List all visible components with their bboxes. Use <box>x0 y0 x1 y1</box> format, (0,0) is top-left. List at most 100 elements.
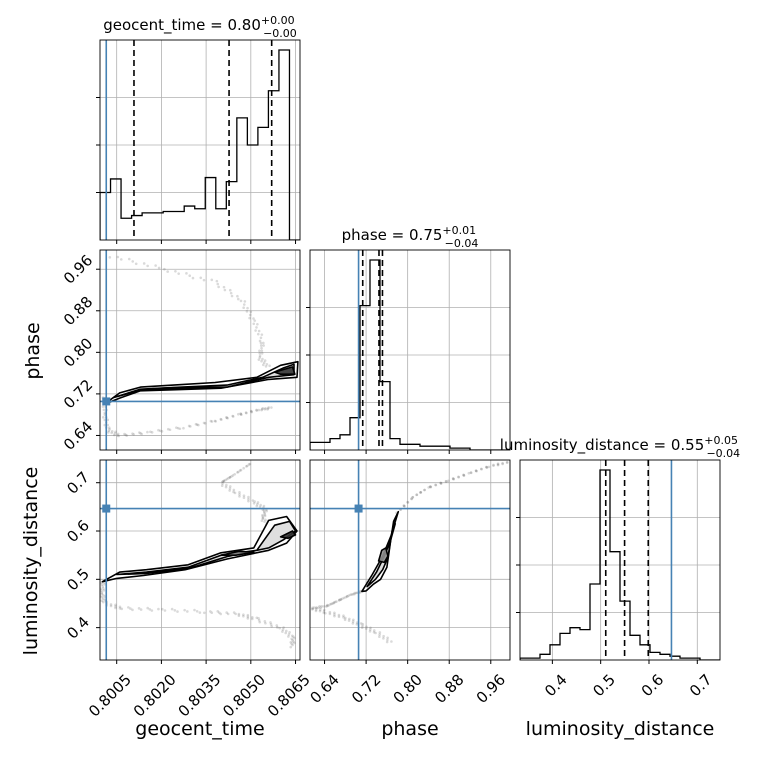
scatter-point <box>224 485 228 489</box>
x-tick-label: 0.64 <box>307 671 343 707</box>
scatter-point <box>110 429 114 433</box>
scatter-point <box>364 627 368 630</box>
scatter-point <box>314 608 318 611</box>
scatter-point <box>117 434 121 438</box>
scatter-point <box>261 516 265 520</box>
scatter-point <box>439 481 443 485</box>
scatter-point <box>344 616 347 620</box>
scatter-point <box>258 352 262 355</box>
scatter-point <box>255 504 259 508</box>
scatter-point <box>311 606 314 610</box>
scatter-point <box>505 461 509 465</box>
scatter-point <box>210 611 214 615</box>
scatter-point <box>328 603 332 606</box>
scatter-point <box>419 490 423 494</box>
contour-level <box>115 520 297 576</box>
scatter-point <box>287 633 291 636</box>
scatter-point <box>444 480 448 483</box>
scatter-point <box>232 611 236 614</box>
scatter-point <box>258 620 262 624</box>
scatter-point <box>110 431 113 435</box>
scatter-point <box>334 600 337 604</box>
scatter-point <box>245 464 249 468</box>
scatter-point <box>233 491 237 495</box>
scatter-point <box>258 349 261 353</box>
scatter-point <box>501 461 504 465</box>
panel-title-phase: phase = 0.75+0.01 −0.04 <box>342 224 479 250</box>
scatter-point <box>255 616 259 620</box>
scatter-point <box>228 288 232 292</box>
scatter-point <box>142 262 146 265</box>
scatter-point <box>139 431 142 435</box>
scatter-point <box>350 593 353 596</box>
scatter-point <box>429 485 433 489</box>
scatter-point <box>239 412 243 416</box>
scatter-point <box>194 422 198 426</box>
scatter-point <box>263 513 267 516</box>
scatter-point <box>188 274 192 278</box>
scatter-point <box>359 590 362 593</box>
scatter-point <box>100 592 104 596</box>
scatter-point <box>346 595 349 598</box>
panel-geocent-time-vs-phase <box>100 250 300 450</box>
scatter-point <box>209 419 213 423</box>
scatter-point <box>176 426 180 430</box>
scatter-point <box>347 594 351 597</box>
scatter-point <box>225 611 228 614</box>
x-tick-label: 0.8065 <box>264 671 314 721</box>
scatter-point <box>260 407 264 411</box>
scatter-point <box>228 475 232 479</box>
scatter-point <box>378 635 381 639</box>
scatter-point <box>439 481 442 485</box>
scatter-point <box>261 517 265 521</box>
scatter-point <box>256 502 259 506</box>
scatter-point <box>264 407 267 410</box>
scatter-point <box>234 612 237 616</box>
scatter-point <box>293 636 296 640</box>
scatter-point <box>354 591 358 595</box>
scatter-point <box>262 363 265 367</box>
scatter-point <box>236 471 239 474</box>
scatter-point <box>287 635 290 638</box>
scatter-point <box>312 606 316 609</box>
scatter-point <box>252 501 256 505</box>
scatter-point <box>217 611 221 614</box>
scatter-point <box>262 504 266 508</box>
scatter-point <box>369 626 372 630</box>
scatter-point <box>496 463 500 466</box>
scatter-point <box>265 362 269 366</box>
scatter-point <box>131 432 134 435</box>
scatter-point <box>496 462 500 466</box>
scatter-point <box>101 587 105 590</box>
scatter-point <box>170 607 174 611</box>
y-tick-label: 0.7 <box>63 468 93 498</box>
scatter-point <box>267 406 271 409</box>
scatter-point <box>257 618 261 622</box>
scatter-point <box>231 414 234 418</box>
scatter-point <box>320 605 324 608</box>
scatter-point <box>221 482 224 485</box>
scatter-point <box>352 618 355 622</box>
scatter-point <box>385 640 389 644</box>
scatter-point <box>342 616 345 619</box>
scatter-point <box>237 612 241 616</box>
scatter-point <box>327 604 330 607</box>
scatter-point <box>146 606 150 610</box>
scatter-point <box>131 260 135 263</box>
scatter-point <box>123 432 126 436</box>
scatter-point <box>174 269 177 273</box>
scatter-point <box>324 605 328 608</box>
scatter-point <box>467 471 471 475</box>
scatter-point <box>462 473 465 477</box>
scatter-point <box>217 285 220 289</box>
scatter-point <box>101 585 104 588</box>
scatter-point <box>106 423 110 427</box>
scatter-point <box>411 495 415 499</box>
scatter-point <box>221 480 225 483</box>
scatter-point <box>233 472 237 476</box>
y-tick-label: 0.88 <box>60 293 96 329</box>
scatter-point <box>114 603 117 607</box>
scatter-point <box>154 264 157 267</box>
y-tick-label: 0.64 <box>60 417 96 453</box>
scatter-point <box>185 272 188 275</box>
